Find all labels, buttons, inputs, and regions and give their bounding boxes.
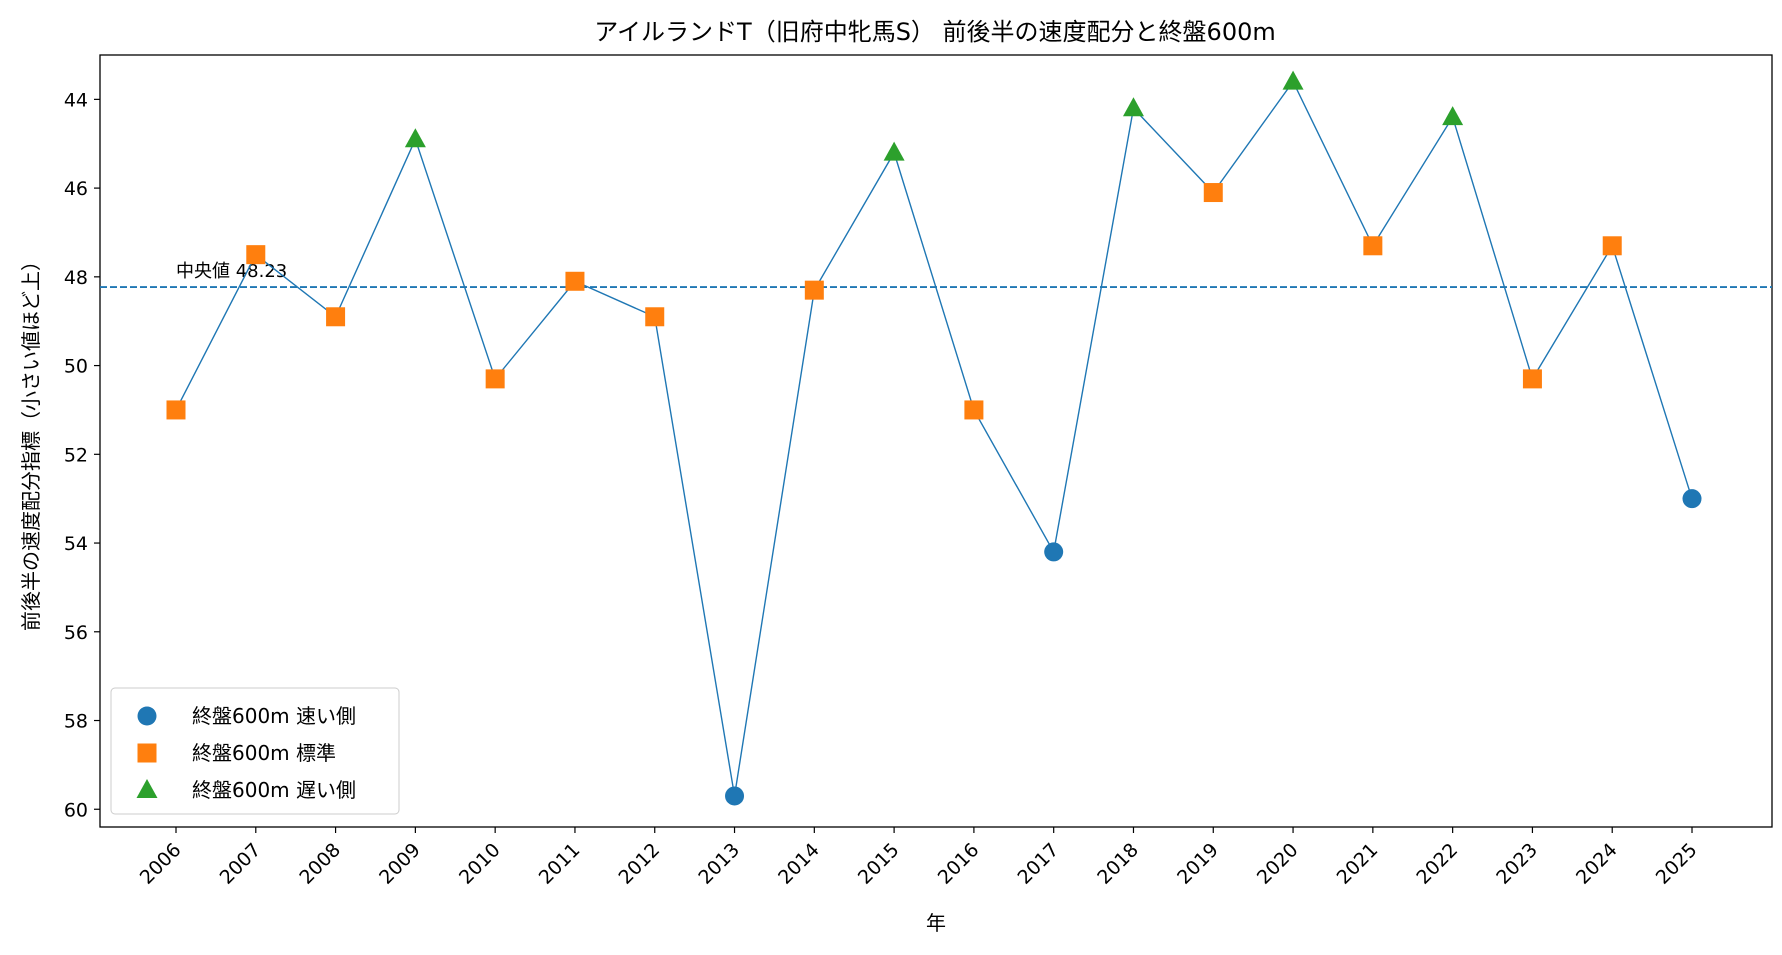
data-point-slow <box>883 141 905 161</box>
data-point-standard <box>246 245 266 265</box>
data-point-slow <box>1122 97 1144 117</box>
y-tick-label: 52 <box>64 444 88 466</box>
x-tick-label: 2011 <box>535 839 585 889</box>
legend-marker-fast <box>137 706 157 726</box>
y-tick-label: 54 <box>64 533 88 555</box>
data-point-slow <box>404 128 426 148</box>
x-tick-label: 2013 <box>694 839 744 889</box>
data-point-standard <box>645 307 665 327</box>
data-point-standard <box>964 400 984 420</box>
x-tick-label: 2022 <box>1412 839 1462 889</box>
data-point-standard <box>804 280 824 300</box>
x-tick-label: 2006 <box>136 839 186 889</box>
data-point-standard <box>1363 236 1383 256</box>
data-point-standard <box>1602 236 1622 256</box>
data-point-fast <box>725 786 745 806</box>
x-tick-label: 2014 <box>774 839 824 889</box>
x-tick-label: 2024 <box>1572 839 1622 889</box>
legend-marker-slow <box>136 779 158 798</box>
x-tick-label: 2025 <box>1652 839 1702 889</box>
x-tick-label: 2015 <box>854 839 904 889</box>
y-tick-label: 46 <box>64 178 88 200</box>
legend-label-slow: 終盤600m 遅い側 <box>192 778 356 802</box>
x-axis-label: 年 <box>926 911 946 935</box>
legend-label-standard: 終盤600m 標準 <box>192 741 336 765</box>
x-tick-label: 2019 <box>1173 839 1223 889</box>
data-point-standard <box>485 369 505 389</box>
y-tick-label: 50 <box>64 356 88 378</box>
y-tick-label: 56 <box>64 622 88 644</box>
y-tick-label: 44 <box>64 89 88 111</box>
legend-label-fast: 終盤600m 速い側 <box>192 704 356 728</box>
data-point-slow <box>1282 70 1304 90</box>
x-tick-label: 2010 <box>455 839 505 889</box>
x-tick-label: 2007 <box>216 839 266 889</box>
x-axis: 2006 2007 2008 2009 2010 2011 2012 2013 2014 2015… <box>136 827 1702 889</box>
chart-title: アイルランドT（旧府中牝馬S） 前後半の速度配分と終盤600m <box>594 18 1276 46</box>
y-axis: 44 46 48 50 52 54 56 58 60 <box>64 89 100 821</box>
data-point-standard <box>1203 183 1223 203</box>
y-tick-label: 58 <box>64 711 88 733</box>
data-point-fast <box>1682 489 1702 509</box>
x-tick-label: 2018 <box>1093 839 1143 889</box>
x-tick-label: 2023 <box>1492 839 1542 889</box>
legend-marker-standard <box>137 743 157 763</box>
data-markers <box>166 70 1702 806</box>
data-point-standard <box>166 400 186 420</box>
x-tick-label: 2012 <box>615 839 665 889</box>
x-tick-label: 2017 <box>1013 839 1063 889</box>
data-point-slow <box>1442 106 1464 126</box>
x-tick-label: 2021 <box>1333 839 1383 889</box>
y-tick-label: 60 <box>64 799 88 821</box>
data-point-standard <box>326 307 346 327</box>
data-point-fast <box>1044 542 1064 562</box>
data-point-standard <box>565 271 585 291</box>
legend-box <box>110 687 400 815</box>
series-line <box>175 80 1693 797</box>
y-tick-label: 48 <box>64 267 88 289</box>
median-label: 中央値 48.23 <box>176 261 287 282</box>
plot-area <box>99 54 1773 828</box>
x-tick-label: 2020 <box>1253 839 1303 889</box>
x-tick-label: 2008 <box>295 839 345 889</box>
x-tick-label: 2016 <box>934 839 984 889</box>
x-tick-label: 2009 <box>375 839 425 889</box>
y-axis-label: 前後半の速度配分指標（小さい値ほど上） <box>19 251 43 631</box>
data-point-standard <box>1522 369 1542 389</box>
